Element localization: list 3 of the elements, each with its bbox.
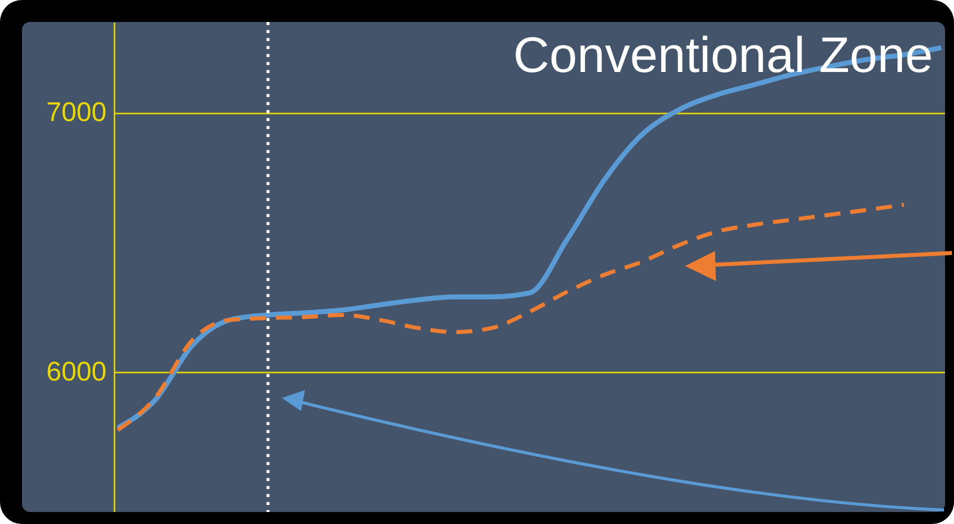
line-series: [116, 202, 906, 432]
y-tick-label: 6000: [46, 356, 106, 386]
y-tick-label: 7000: [46, 97, 106, 128]
